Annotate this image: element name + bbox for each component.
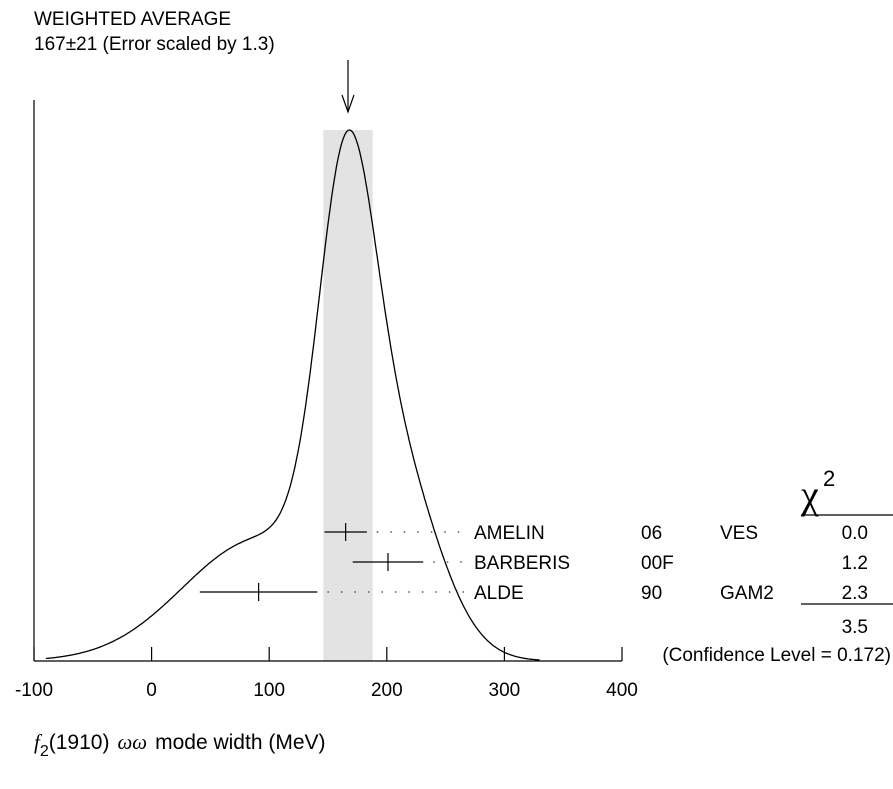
measurement-author: AMELIN <box>474 523 545 544</box>
measurement-chi2: 2.3 <box>842 583 868 604</box>
measurement-author: BARBERIS <box>474 553 570 574</box>
chart-subtitle: 167±21 (Error scaled by 1.3) <box>34 34 275 55</box>
chart-title: WEIGHTED AVERAGE <box>34 9 231 30</box>
measurement-chi2: 1.2 <box>842 553 868 574</box>
x-tick-label: 300 <box>489 680 521 701</box>
x-label-particle: f <box>34 730 43 754</box>
chi2-header: χ <box>800 472 819 517</box>
measurements-group: AMELIN 06 VES 0.0 BARBERIS 00F 1.2 ALDE 90 GAM2 2.… <box>199 523 868 604</box>
x-axis-label: f2(1910) ωω mode width (MeV) <box>34 730 326 760</box>
chi2-header-superscript: 2 <box>823 466 835 491</box>
measurement-experiment: GAM2 <box>720 583 774 604</box>
measurement-year: 00F <box>641 553 674 574</box>
x-tick-label: 400 <box>606 680 638 701</box>
x-tick-label: 0 <box>146 680 157 701</box>
ideogram-curve <box>45 129 540 661</box>
x-tick-label: -100 <box>15 680 53 701</box>
measurement-year: 06 <box>641 523 662 544</box>
x-tick-label: 100 <box>253 680 285 701</box>
x-axis-ticks: -100 0 100 200 300 400 <box>15 647 638 701</box>
weighted-average-band <box>323 130 373 661</box>
x-label-mode: ωω <box>117 730 147 754</box>
measurement-author: ALDE <box>474 583 524 604</box>
chi2-total: 3.5 <box>842 617 868 638</box>
measurement-year: 90 <box>641 583 662 604</box>
x-label-mass: (1910) <box>49 731 110 754</box>
measurement-experiment: VES <box>720 523 758 544</box>
measurement-chi2: 0.0 <box>842 523 868 544</box>
x-tick-label: 200 <box>371 680 403 701</box>
x-label-rest: mode width (MeV) <box>155 731 325 754</box>
weighted-average-arrow-head <box>341 94 355 114</box>
confidence-level: (Confidence Level = 0.172) <box>662 645 891 666</box>
x-label-subscript: 2 <box>40 743 49 760</box>
